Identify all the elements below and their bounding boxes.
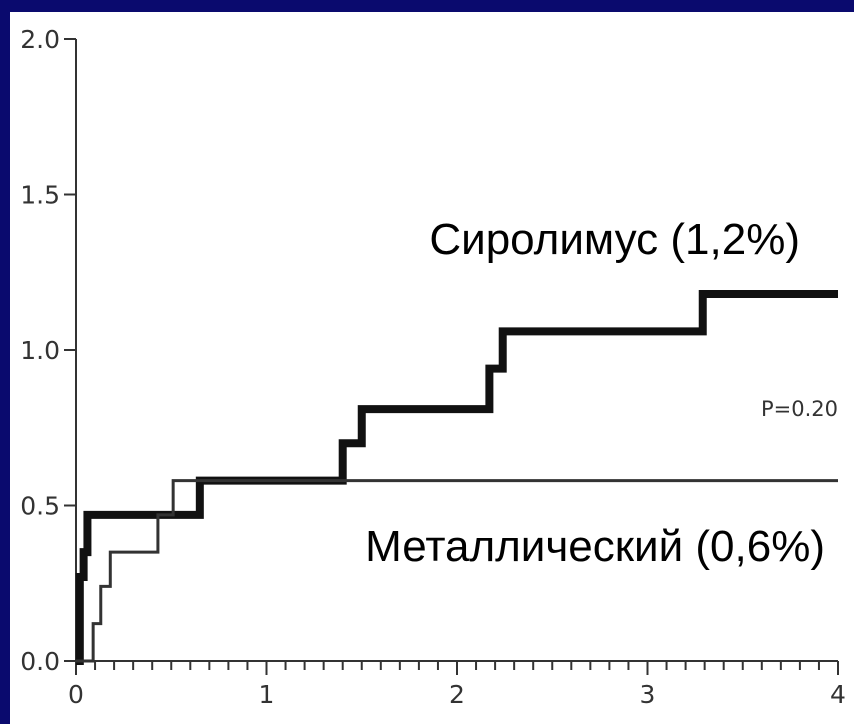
series-line-1 [76,479,838,663]
series-lines [75,290,838,665]
y-tick-label: 2.0 [20,25,60,54]
x-tick-label: 3 [640,680,656,709]
y-tick-label: 0.0 [20,647,60,676]
x-tick-label: 0 [68,680,84,709]
series-label-metal: Металлический (0,6%) [365,522,825,571]
chart-panel: 0.0 0.5 1.0 1.5 2.0 0 1 2 3 4 Сиролимус (1,2%) Ме… [10,12,854,724]
p-value-annotation: P=0.20 [761,397,838,421]
y-tick-label: 1.5 [20,181,60,210]
x-tick-label: 1 [259,680,275,709]
axes: 0.0 0.5 1.0 1.5 2.0 0 1 2 3 4 [20,25,846,709]
y-tick-label: 1.0 [20,336,60,365]
x-tick-label: 2 [449,680,465,709]
series-label-sirolimus: Сиролимус (1,2%) [429,215,800,264]
series-line-0 [75,290,838,665]
x-tick-label: 4 [830,680,846,709]
y-tick-label: 0.5 [20,492,60,521]
km-chart: 0.0 0.5 1.0 1.5 2.0 0 1 2 3 4 Сиролимус (1,2%) Ме… [20,25,846,709]
